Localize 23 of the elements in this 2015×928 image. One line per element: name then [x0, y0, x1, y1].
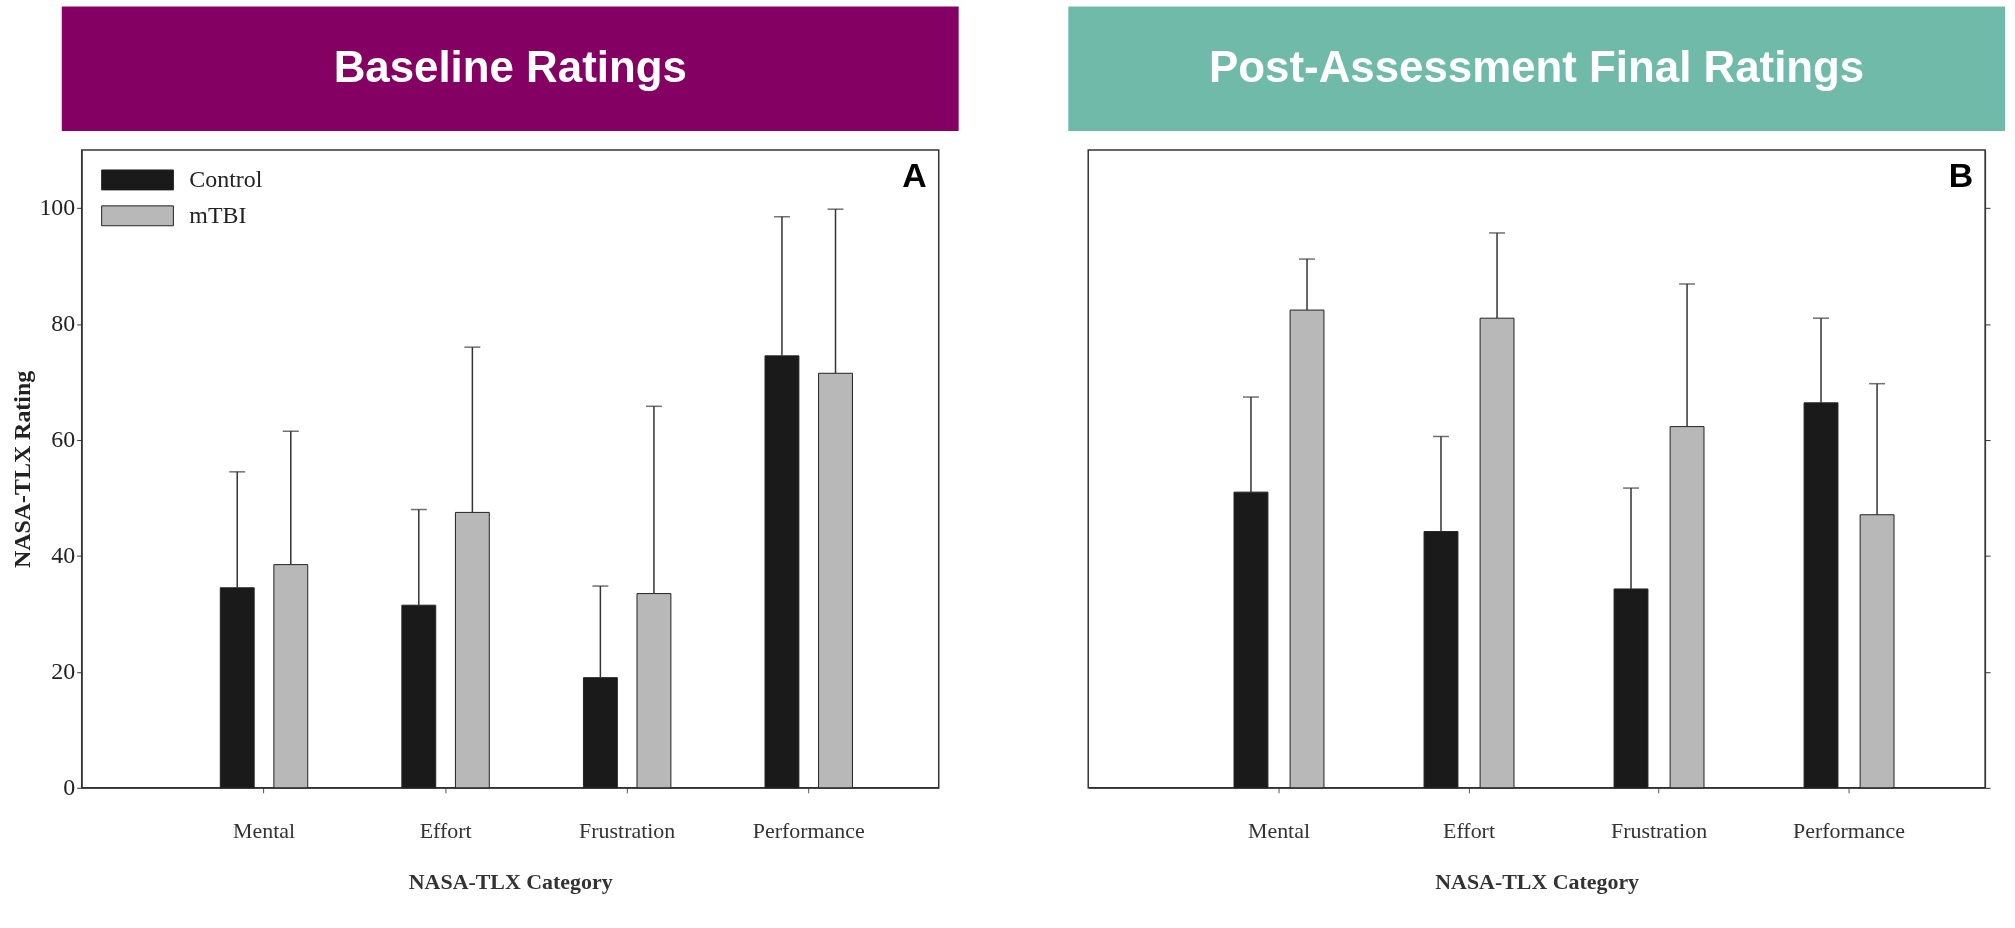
y-tick-label: 100 — [39, 194, 76, 221]
x-tick-label: Frustration — [1610, 818, 1708, 844]
annotation: A — [902, 155, 927, 194]
annotation: B — [1948, 155, 1974, 194]
x-axis-title: NASA-TLX Category — [408, 868, 613, 894]
y-tick-label: 0 — [63, 774, 76, 801]
legend-label: mTBI — [189, 201, 247, 228]
y-axis-title: NASA-TLX Rating — [9, 370, 36, 569]
y-tick-label: 40 — [51, 542, 76, 569]
x-tick-label: Performance — [1793, 818, 1905, 844]
x-tick-label: Performance — [752, 818, 865, 844]
y-tick-label: 80 — [51, 310, 76, 337]
x-axis-title: NASA-TLX Category — [1435, 868, 1640, 894]
x-tick-label: Effort — [1443, 818, 1495, 844]
x-tick-label: Effort — [419, 818, 472, 844]
x-tick-label: Mental — [232, 818, 296, 844]
chart-title: Baseline Ratings — [333, 41, 687, 91]
y-tick-label: 60 — [51, 426, 76, 453]
y-tick-label: 20 — [51, 658, 76, 685]
x-tick-label: Mental — [1247, 818, 1311, 844]
x-tick-label: Frustration — [579, 818, 676, 844]
legend-label: Control — [189, 165, 263, 192]
chart-title: Post-Assessment Final Ratings — [1209, 41, 1865, 91]
